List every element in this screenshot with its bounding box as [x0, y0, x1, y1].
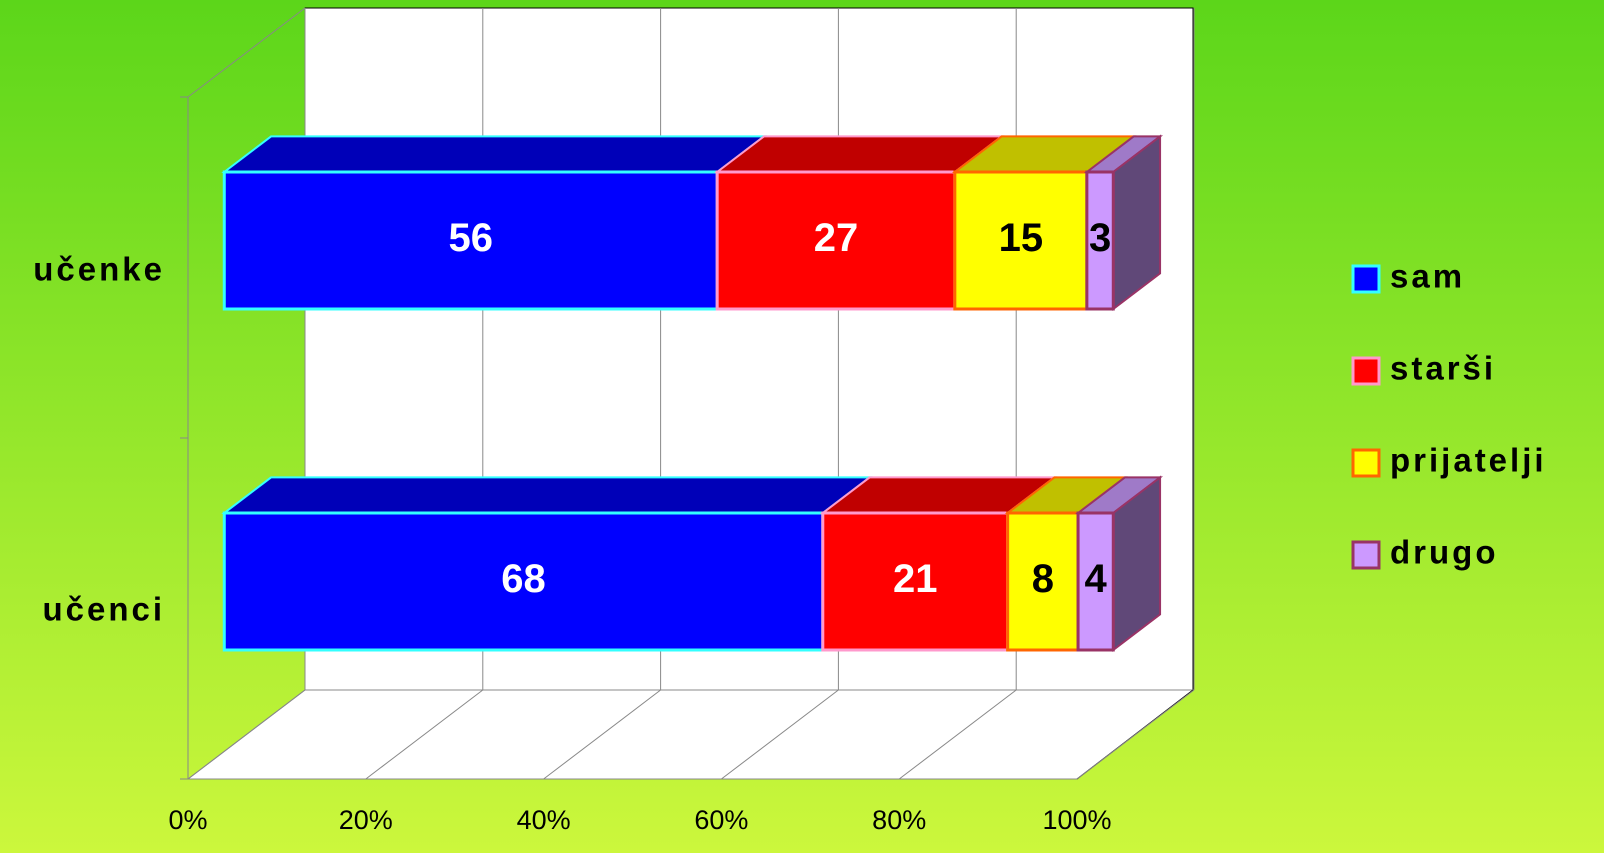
legend-label: starši — [1390, 350, 1496, 387]
data-label: 4 — [1085, 557, 1108, 601]
legend-swatch — [1351, 448, 1381, 478]
data-label: 56 — [448, 216, 493, 260]
bar — [1085, 170, 1115, 311]
legend-label: drugo — [1390, 534, 1498, 571]
legend-swatch — [1351, 356, 1381, 386]
data-label: 68 — [501, 557, 546, 601]
category-label: učenci — [42, 591, 165, 628]
x-tick-label: 60% — [694, 805, 748, 835]
bar-top — [714, 135, 1005, 173]
floor — [186, 689, 1195, 780]
x-tick-label: 40% — [517, 805, 571, 835]
floor-grid-line — [365, 689, 484, 780]
data-label: 3 — [1089, 216, 1111, 260]
data-label: 8 — [1032, 557, 1054, 601]
bar — [1006, 511, 1080, 652]
category-label: učenke — [33, 251, 165, 288]
bar-top — [221, 476, 873, 514]
bar — [1076, 511, 1115, 652]
data-label: 27 — [814, 216, 859, 260]
bar — [715, 170, 957, 311]
x-tick-label: 80% — [872, 805, 926, 835]
bar — [953, 170, 1089, 311]
bar-top — [221, 135, 767, 173]
data-label: 15 — [999, 216, 1044, 260]
wall-edge — [187, 7, 306, 98]
floor-grid-line — [721, 689, 839, 780]
floor-grid-line — [543, 689, 661, 780]
legend-swatch — [1351, 540, 1381, 570]
bar — [821, 511, 1010, 652]
x-tick-label: 100% — [1042, 805, 1111, 835]
floor-grid-line — [1076, 689, 1195, 780]
x-tick-label: 0% — [168, 805, 207, 835]
floor-grid-line — [898, 689, 1017, 780]
x-tick-label: 20% — [339, 805, 393, 835]
bar — [222, 511, 825, 652]
data-label: 21 — [893, 557, 938, 601]
floor-grid-line — [187, 689, 306, 780]
legend-label: sam — [1390, 258, 1465, 295]
legend-swatch — [1351, 264, 1381, 294]
legend-label: prijatelji — [1390, 442, 1547, 479]
